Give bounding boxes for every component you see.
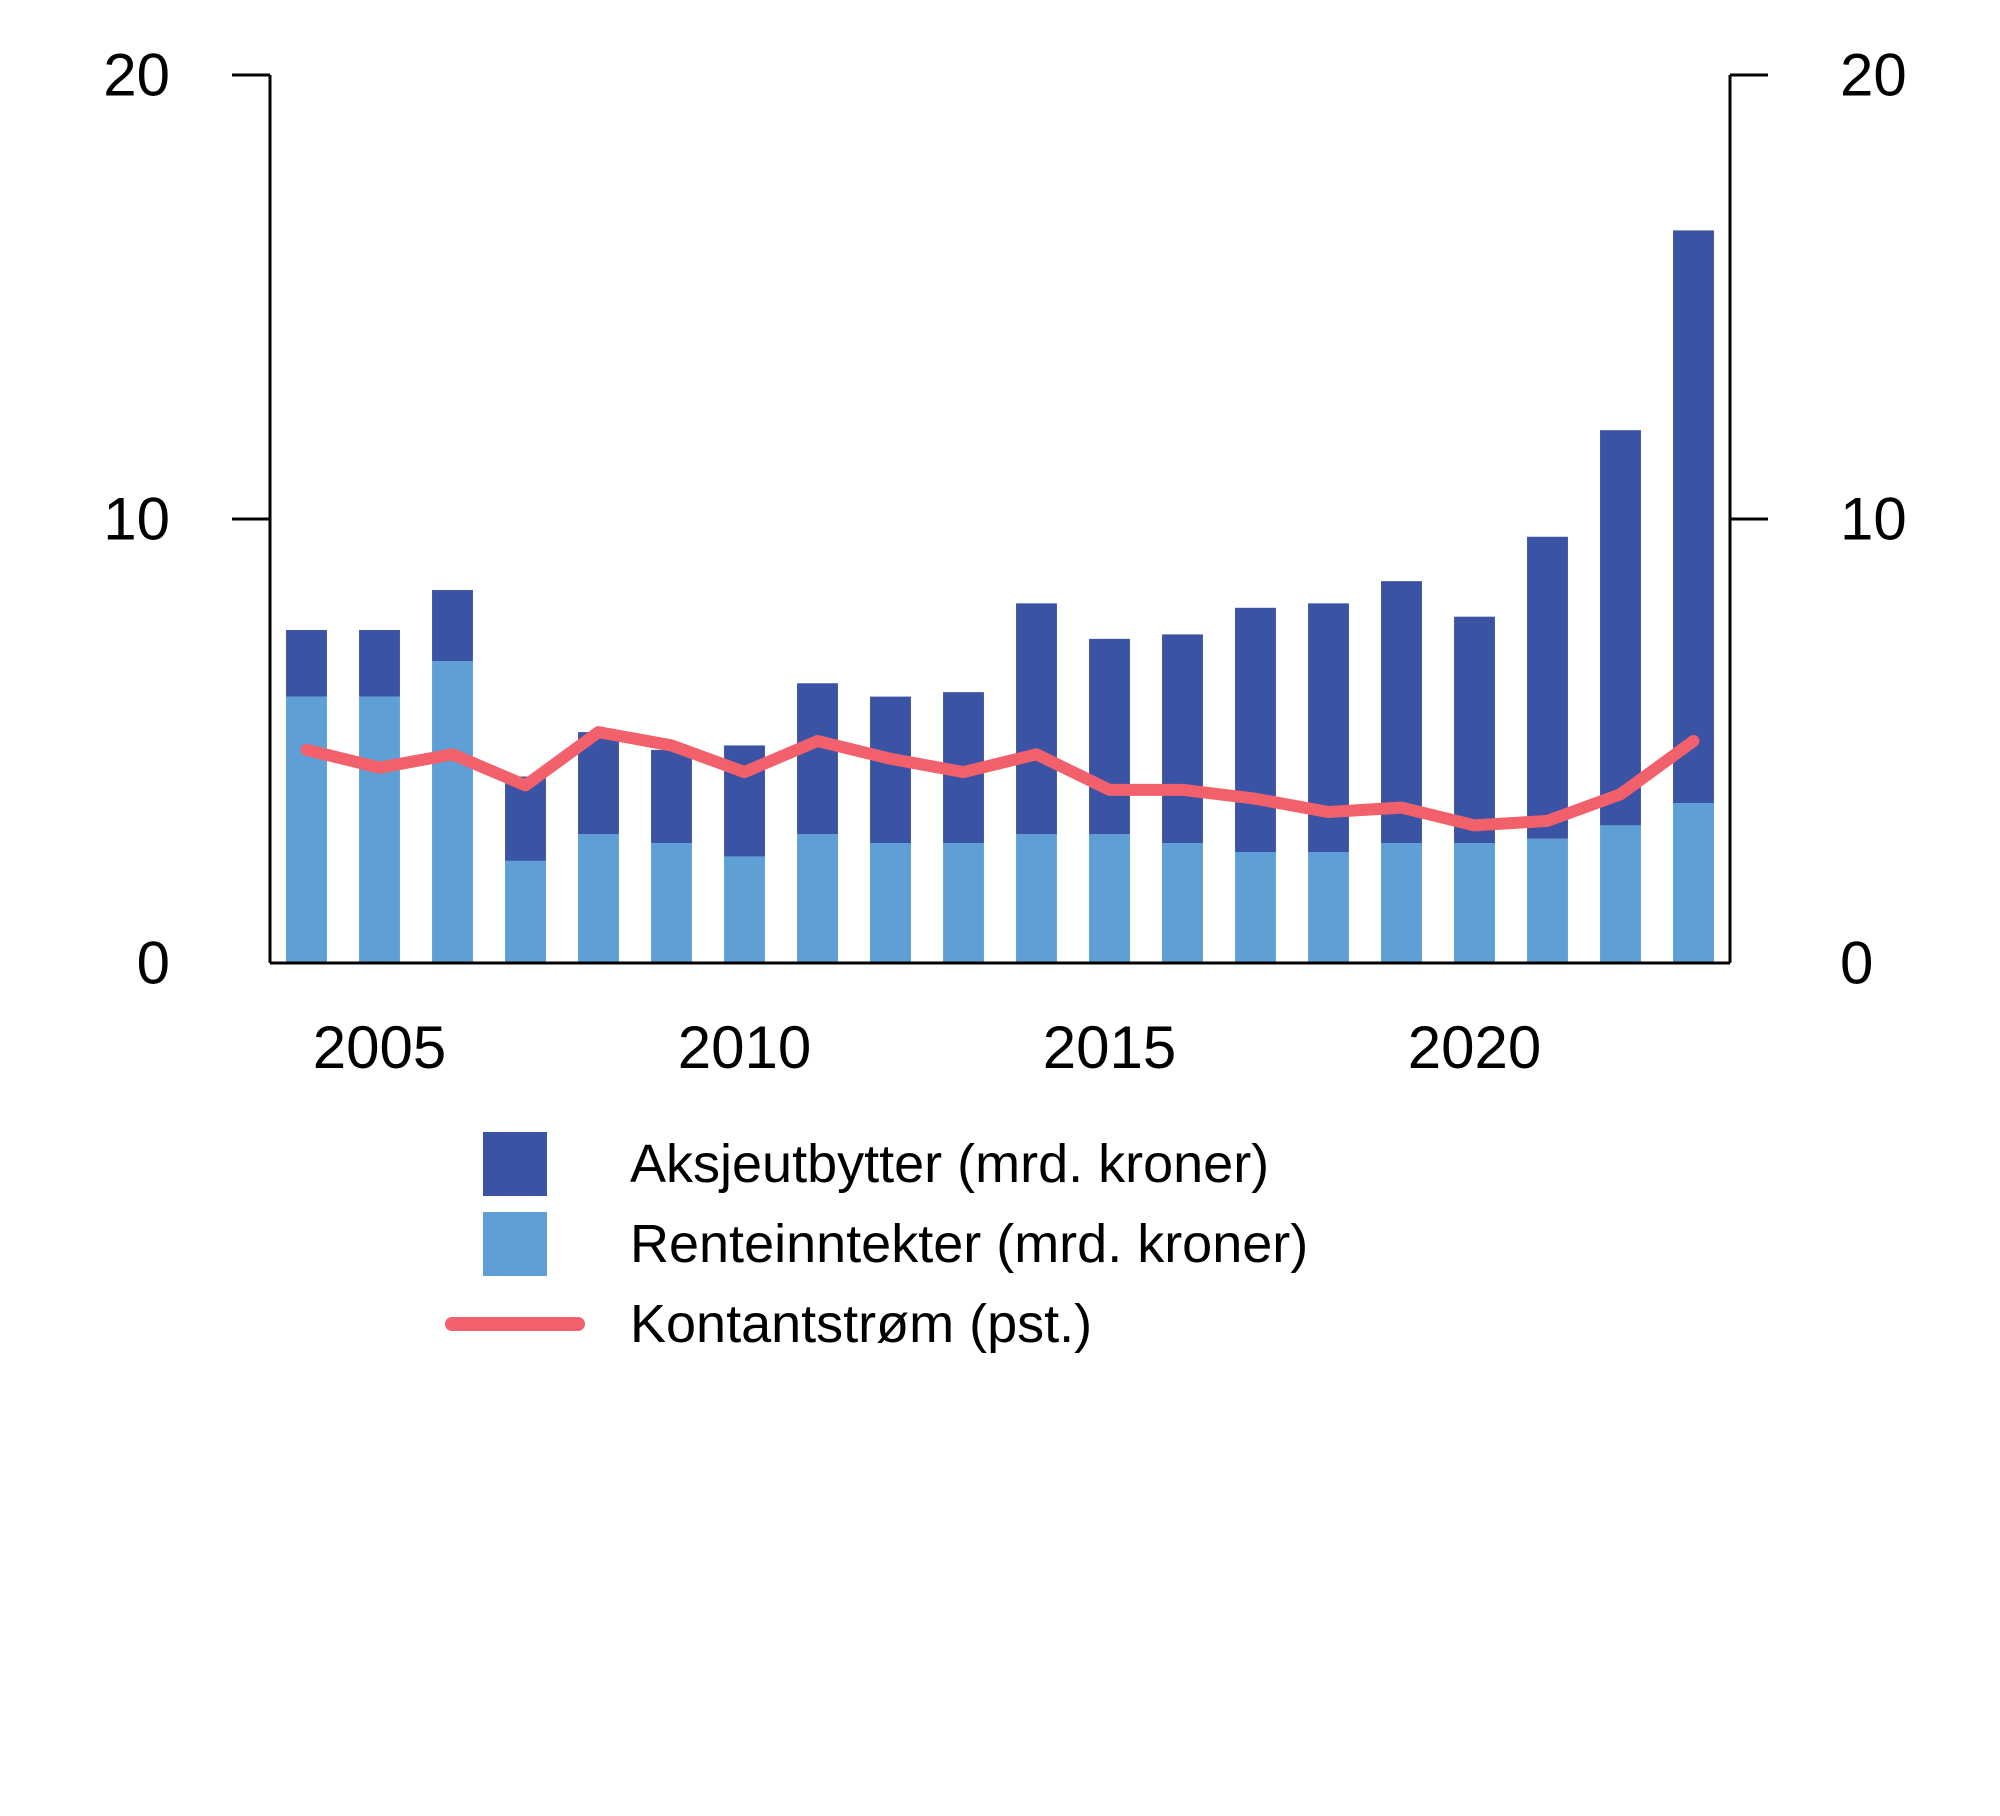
x-label-2005: 2005 — [313, 1014, 446, 1081]
bar-renteinntekter-2006 — [432, 661, 473, 963]
bar-aksjeutbytter-2004 — [286, 630, 327, 697]
y-label-left-10: 10 — [103, 486, 170, 553]
legend-label-aksjeutbytter: Aksjeutbytter (mrd. kroner) — [630, 1134, 1270, 1194]
bar-aksjeutbytter-2006 — [432, 590, 473, 662]
bar-renteinntekter-2005 — [359, 696, 400, 963]
bar-renteinntekter-2009 — [651, 843, 692, 963]
bar-aksjeutbytter-2012 — [870, 696, 911, 844]
bar-aksjeutbytter-2023 — [1673, 230, 1714, 804]
bar-renteinntekter-2017 — [1235, 852, 1276, 963]
bar-aksjeutbytter-2009 — [651, 749, 692, 844]
bar-renteinntekter-2015 — [1089, 834, 1130, 963]
bar-renteinntekter-2014 — [1016, 834, 1057, 963]
renteinntekter-swatch-box — [440, 1212, 590, 1276]
bar-renteinntekter-2023 — [1673, 803, 1714, 963]
y-label-right-0: 0 — [1840, 930, 1873, 997]
legend-item-kontantstrom: Kontantstrøm (pst.) — [440, 1284, 1308, 1364]
renteinntekter-swatch — [483, 1212, 547, 1276]
bar-aksjeutbytter-2005 — [359, 630, 400, 697]
bar-renteinntekter-2016 — [1162, 843, 1203, 963]
legend-item-renteinntekter: Renteinntekter (mrd. kroner) — [440, 1204, 1308, 1284]
bar-renteinntekter-2012 — [870, 843, 911, 963]
y-label-right-20: 20 — [1840, 42, 1907, 109]
bar-aksjeutbytter-2016 — [1162, 634, 1203, 844]
bar-renteinntekter-2013 — [943, 843, 984, 963]
bar-aksjeutbytter-2019 — [1381, 581, 1422, 844]
kontantstrom-line-swatch — [445, 1317, 585, 1331]
legend-item-aksjeutbytter: Aksjeutbytter (mrd. kroner) — [440, 1124, 1308, 1204]
bar-aksjeutbytter-2022 — [1600, 430, 1641, 826]
legend-label-renteinntekter: Renteinntekter (mrd. kroner) — [630, 1214, 1309, 1274]
aksjeutbytter-swatch-box — [440, 1132, 590, 1196]
y-label-right-10: 10 — [1840, 486, 1907, 553]
bar-renteinntekter-2018 — [1308, 852, 1349, 963]
bar-aksjeutbytter-2014 — [1016, 603, 1057, 835]
bar-aksjeutbytter-2011 — [797, 683, 838, 835]
x-label-2010: 2010 — [678, 1014, 811, 1081]
bar-aksjeutbytter-2015 — [1089, 638, 1130, 835]
bar-renteinntekter-2004 — [286, 696, 327, 963]
legend-label-kontantstrom: Kontantstrøm (pst.) — [630, 1294, 1093, 1354]
bar-renteinntekter-2020 — [1454, 843, 1495, 963]
bar-renteinntekter-2019 — [1381, 843, 1422, 963]
bar-renteinntekter-2008 — [578, 834, 619, 963]
bar-renteinntekter-2011 — [797, 834, 838, 963]
bar-renteinntekter-2010 — [724, 856, 765, 963]
x-label-2015: 2015 — [1043, 1014, 1176, 1081]
bar-renteinntekter-2022 — [1600, 825, 1641, 963]
kontantstrom-swatch-box — [440, 1317, 590, 1331]
y-label-left-20: 20 — [103, 42, 170, 109]
aksjeutbytter-swatch — [483, 1132, 547, 1196]
bar-renteinntekter-2021 — [1527, 838, 1568, 963]
x-label-2020: 2020 — [1408, 1014, 1541, 1081]
y-label-left-0: 0 — [137, 930, 170, 997]
line-kontantstrom — [300, 726, 1700, 832]
bar-renteinntekter-2007 — [505, 860, 546, 963]
bar-aksjeutbytter-2020 — [1454, 616, 1495, 844]
bar-aksjeutbytter-2021 — [1527, 536, 1568, 839]
chart-legend: Aksjeutbytter (mrd. kroner) Renteinntekt… — [440, 1124, 1308, 1364]
bar-aksjeutbytter-2017 — [1235, 607, 1276, 852]
